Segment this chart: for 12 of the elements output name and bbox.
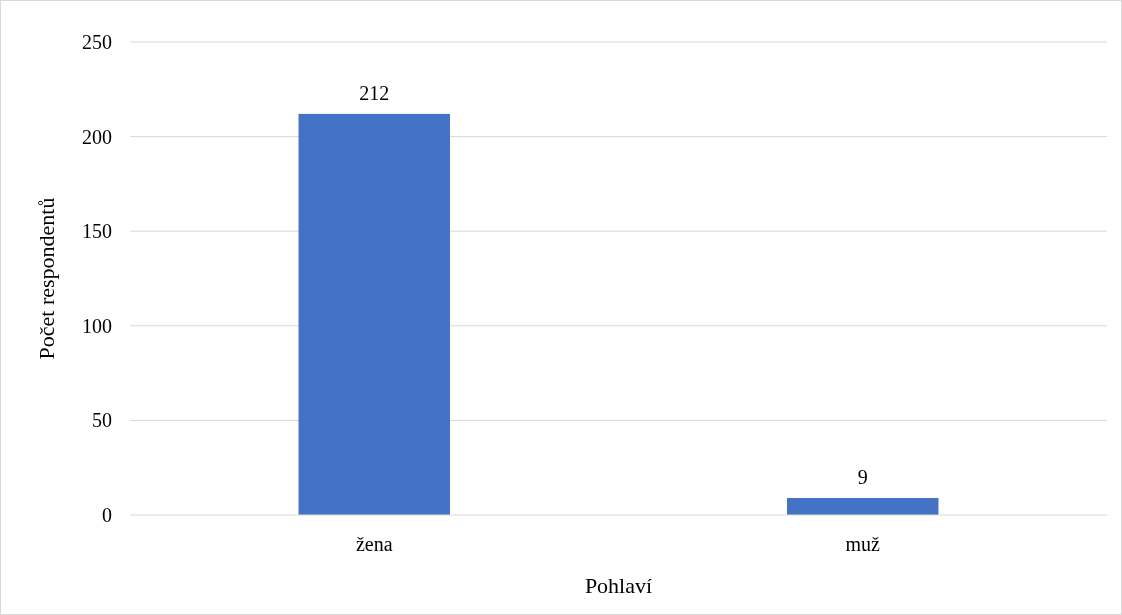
x-tick-label: muž [845, 533, 881, 555]
y-tick-label: 150 [82, 220, 112, 243]
x-axis-title: Pohlaví [584, 573, 653, 598]
y-tick-label: 250 [82, 31, 112, 53]
data-label: 9 [857, 465, 868, 488]
y-tick-label: 200 [82, 125, 112, 148]
y-tick-label: 50 [92, 409, 112, 432]
y-tick-label: 100 [82, 314, 112, 337]
y-tick-label: 0 [102, 504, 112, 526]
data-label: 212 [359, 81, 390, 104]
y-axis-title: Počet respondentů [34, 197, 59, 360]
x-tick-label: žena [355, 533, 393, 555]
